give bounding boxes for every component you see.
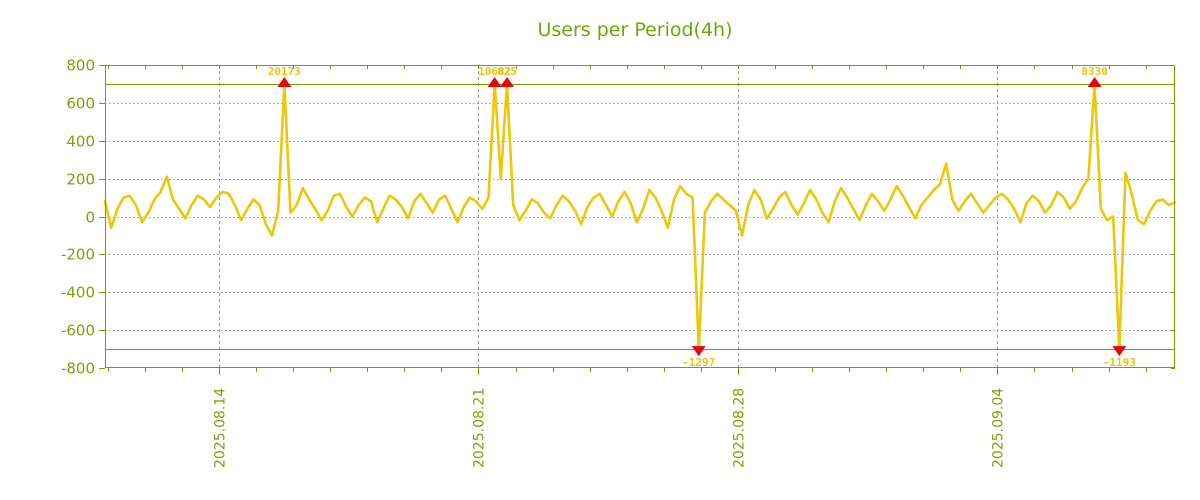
spike-marker-up [500, 76, 515, 87]
spike-value-label: -1193 [1103, 356, 1136, 369]
chart-title: Users per Period(4h) [537, 19, 732, 41]
x-axis-date-label: 2025.08.21 [472, 388, 488, 468]
y-axis-label: 400 [66, 133, 95, 151]
spike-marker-up [277, 76, 292, 87]
y-axis-label: 200 [66, 171, 95, 189]
y-axis-label: -200 [61, 246, 95, 264]
axis-label-layer: 800 600 400 200 0 -200 -400 -600 -800 2025.08.14 2… [61, 57, 1007, 469]
spike-marker-down [691, 346, 706, 357]
spike-value-label: 20173 [268, 65, 301, 78]
spike-value-label: 825 [497, 65, 517, 78]
users-data-line [103, 82, 1177, 351]
spike-value-label: -1297 [682, 356, 715, 369]
y-axis-label: 600 [66, 95, 95, 113]
spike-marker-up [487, 76, 502, 87]
spike-marker-down [1112, 346, 1127, 357]
spike-marker-up [1087, 76, 1102, 87]
spike-value-label: 10682 [478, 65, 511, 78]
x-axis-date-label: 2025.09.04 [991, 388, 1007, 468]
y-axis-label: -800 [61, 360, 95, 378]
y-axis-label: 0 [85, 209, 95, 227]
spike-value-label: 8330 [1081, 65, 1108, 78]
y-axis-label: -400 [61, 284, 95, 302]
y-axis-label: 800 [66, 57, 95, 75]
x-axis-date-label: 2025.08.28 [732, 388, 748, 468]
x-axis-date-label: 2025.08.14 [213, 388, 229, 468]
plot-frame [104, 64, 1176, 369]
y-axis-label: -600 [61, 322, 95, 340]
series-layer [103, 82, 1177, 351]
